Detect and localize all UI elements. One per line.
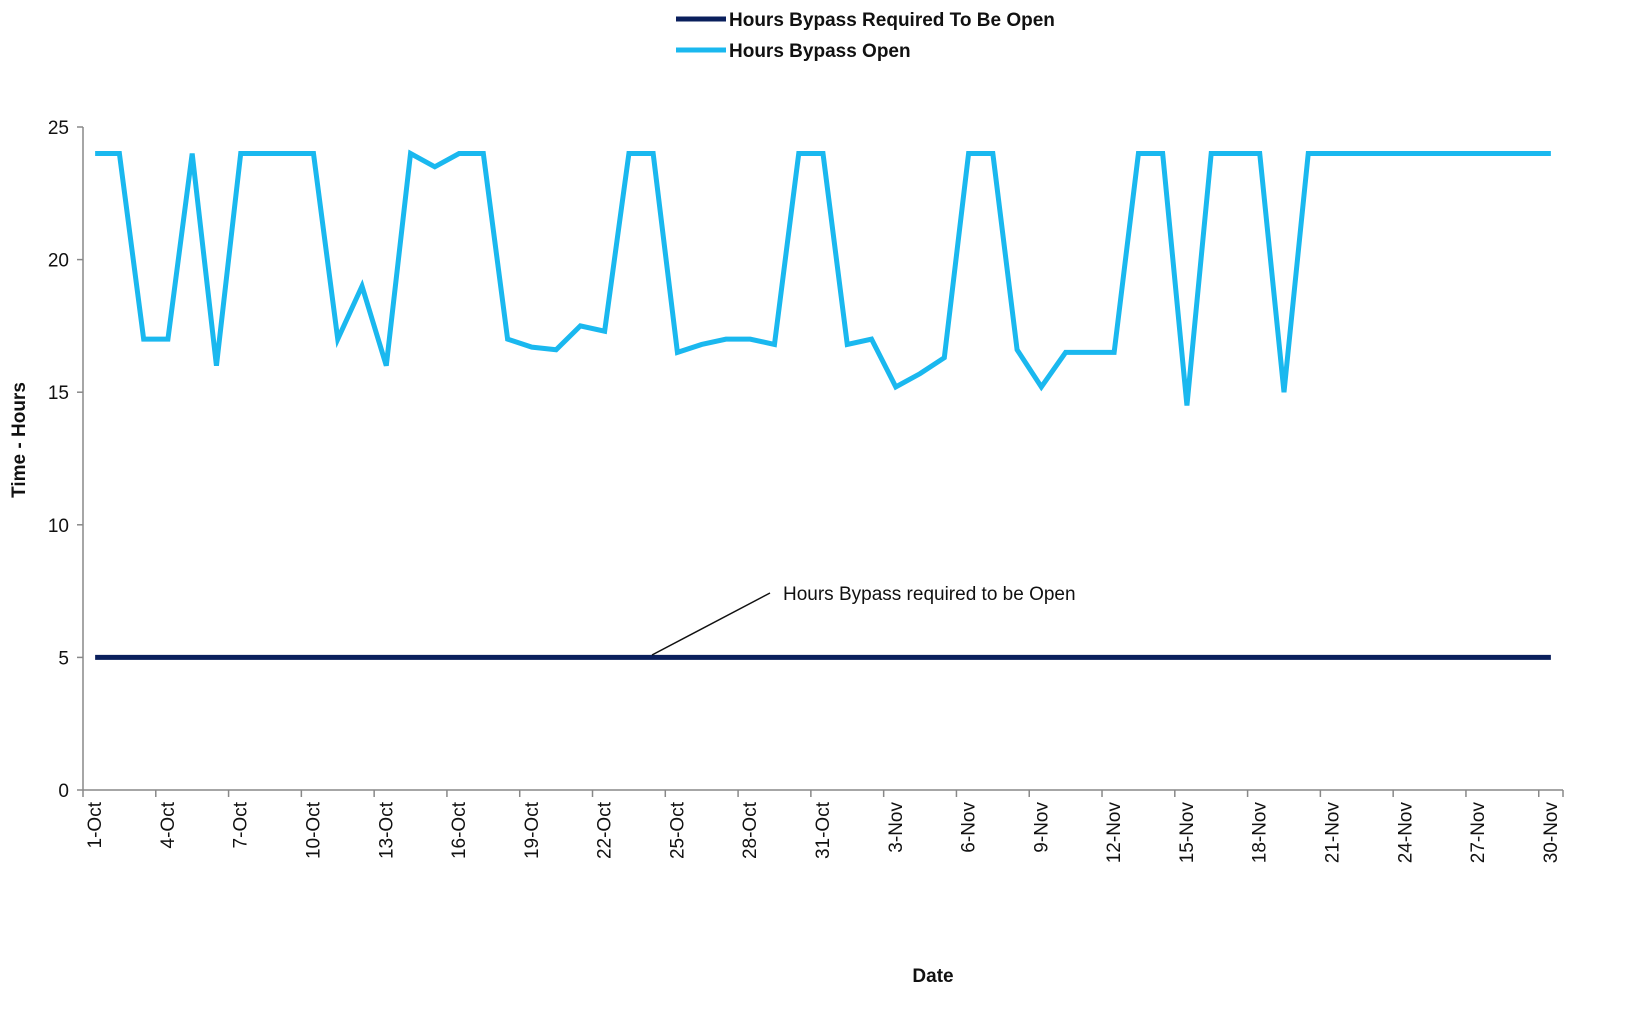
x-tick-label: 27-Nov <box>1468 802 1489 864</box>
x-tick-label: 6-Nov <box>959 802 980 853</box>
x-tick-label: 12-Nov <box>1104 802 1125 864</box>
legend-label: Hours Bypass Required To Be Open <box>729 10 1055 31</box>
x-tick-label: 24-Nov <box>1395 802 1416 864</box>
x-tick-label: 10-Oct <box>303 801 324 859</box>
x-tick-label: 18-Nov <box>1250 802 1271 864</box>
y-tick-label: 0 <box>58 781 69 802</box>
legend-label: Hours Bypass Open <box>729 41 911 62</box>
x-tick-label: 1-Oct <box>85 801 106 848</box>
y-tick-label: 10 <box>48 516 69 537</box>
x-tick-label: 4-Oct <box>158 801 179 848</box>
x-tick-label: 7-Oct <box>231 801 252 848</box>
annotation: Hours Bypass required to be Open <box>783 584 1076 605</box>
y-tick-label: 15 <box>48 383 69 404</box>
x-tick-label: 13-Oct <box>376 801 397 859</box>
x-tick-label: 15-Nov <box>1177 802 1198 864</box>
x-tick-label: 30-Nov <box>1541 802 1562 864</box>
y-tick-label: 5 <box>58 648 69 669</box>
x-tick-label: 3-Nov <box>886 802 907 853</box>
y-tick-label: 20 <box>48 251 69 272</box>
x-tick-label: 22-Oct <box>595 801 616 859</box>
x-tick-label: 31-Oct <box>813 801 834 859</box>
x-tick-label: 9-Nov <box>1031 802 1052 853</box>
annotation-leader <box>651 592 771 656</box>
x-tick-label: 21-Nov <box>1323 802 1344 864</box>
x-axis-label: Date <box>912 966 953 987</box>
x-tick-label: 28-Oct <box>740 801 761 859</box>
x-tick-label: 25-Oct <box>667 801 688 859</box>
series-line <box>95 149 1551 406</box>
x-tick-label: 19-Oct <box>522 801 543 859</box>
y-axis-label: Time - Hours <box>9 382 30 498</box>
x-tick-label: 16-Oct <box>449 801 470 859</box>
y-tick-label: 25 <box>48 118 69 139</box>
